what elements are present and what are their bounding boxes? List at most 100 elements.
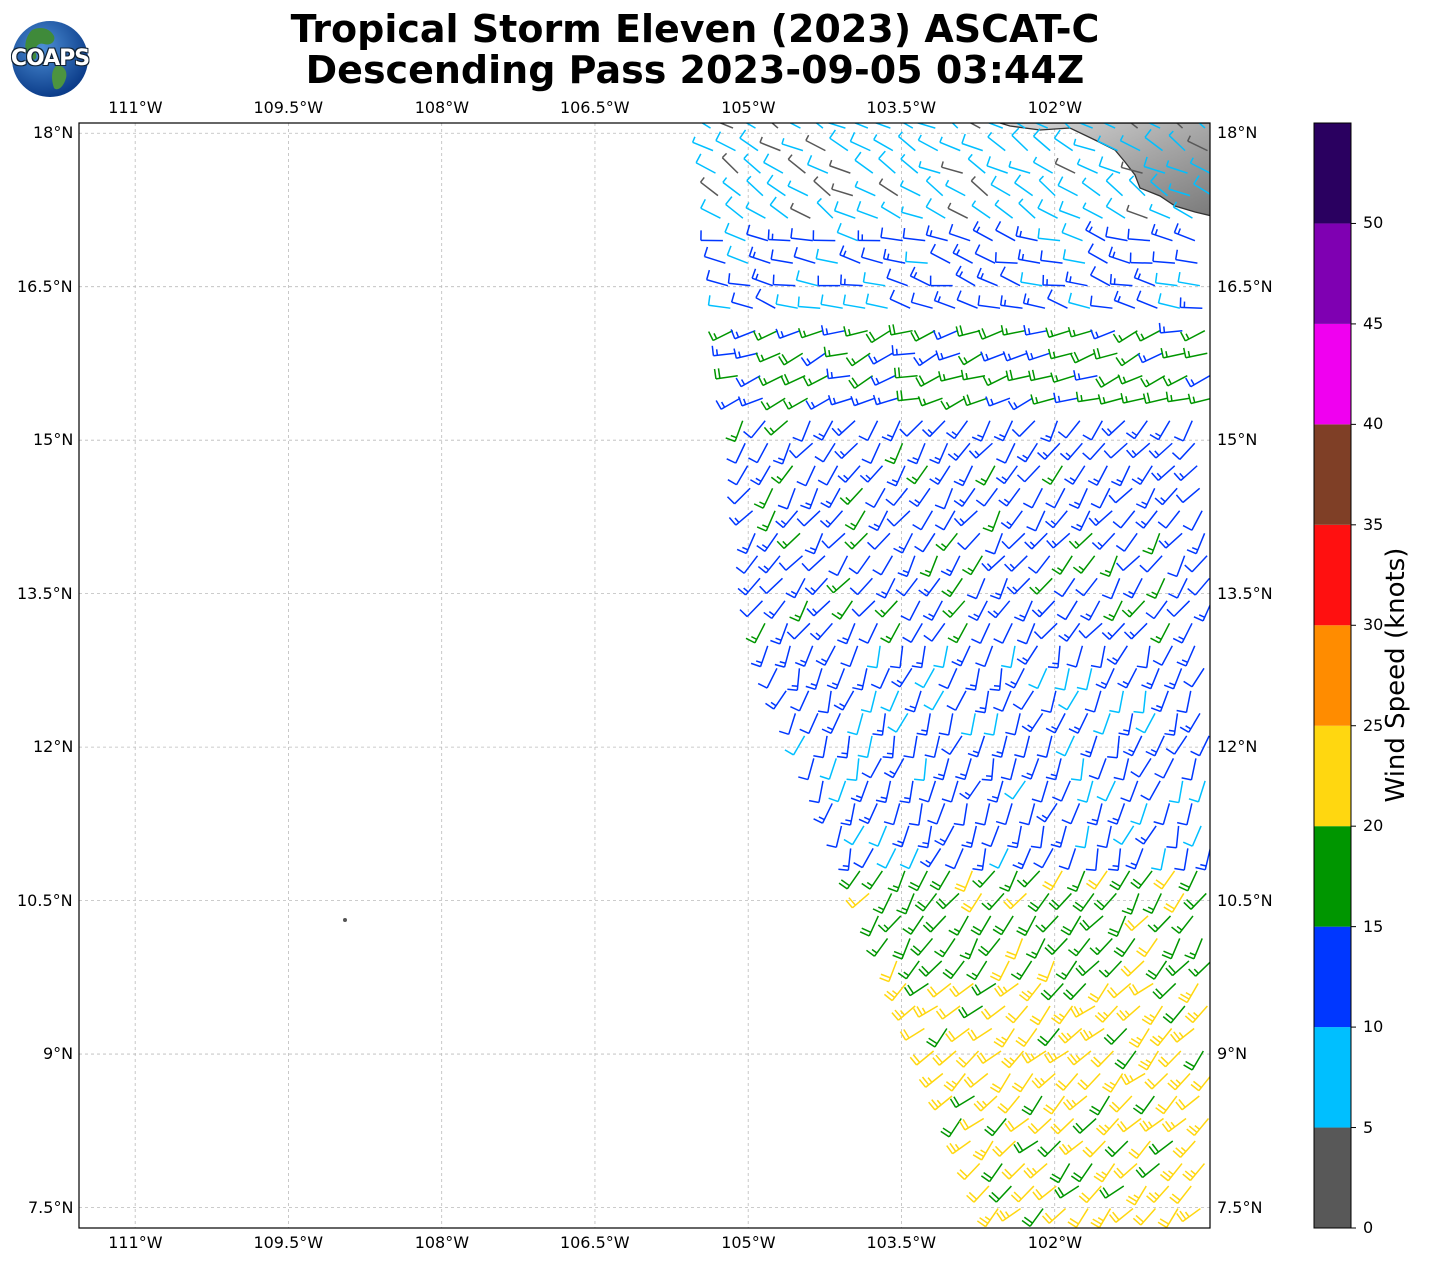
barb-flag — [938, 773, 945, 777]
wind-barb — [1167, 1072, 1191, 1091]
barb-flag — [1075, 845, 1086, 849]
barb-flag — [794, 661, 805, 667]
barb-flag — [874, 609, 883, 618]
barb-shaft — [1082, 207, 1103, 219]
barb-flag — [757, 682, 768, 689]
barb-flag — [759, 501, 766, 506]
barb-shaft — [834, 210, 856, 219]
barb-flag — [1170, 1079, 1179, 1088]
barb-flag — [1171, 452, 1181, 460]
barb-flag — [1097, 135, 1102, 142]
barb-flag — [1053, 129, 1061, 139]
barb-shaft — [1050, 352, 1073, 360]
wind-barb — [1116, 1005, 1141, 1022]
wind-barb — [809, 622, 833, 641]
barb-shaft — [1132, 442, 1151, 459]
barb-flag — [1111, 480, 1121, 487]
wind-barb — [1165, 391, 1190, 403]
wind-barb — [805, 397, 831, 410]
barb-flag — [909, 266, 916, 277]
barb-shaft — [906, 555, 916, 577]
wind-barb — [1182, 825, 1202, 847]
barb-flag — [1135, 1214, 1144, 1223]
barb-flag — [881, 436, 892, 442]
barb-flag — [1096, 844, 1107, 849]
barb-flag — [1158, 540, 1167, 549]
wind-barb — [770, 249, 793, 264]
wind-barb — [1108, 1207, 1134, 1223]
barb-flag — [700, 198, 706, 209]
barb-flag — [796, 518, 805, 527]
wind-barb — [980, 1163, 1003, 1183]
wind-barb — [1150, 622, 1171, 644]
wind-barb — [1004, 1117, 1030, 1133]
barb-flag — [1046, 540, 1054, 549]
barb-shaft — [1081, 182, 1101, 197]
wind-barb — [1097, 135, 1118, 152]
barb-flag — [1112, 657, 1118, 662]
barb-shaft — [891, 982, 907, 1002]
wind-barb — [1157, 1208, 1179, 1228]
wind-barb — [993, 690, 1012, 712]
wind-barb — [970, 175, 989, 197]
barb-flag — [1095, 947, 1101, 953]
barb-shaft — [867, 465, 884, 483]
wind-barb — [1125, 1185, 1147, 1206]
barb-shaft — [739, 137, 759, 152]
barb-flag — [903, 971, 910, 977]
barb-shaft — [1102, 713, 1111, 735]
barb-flag — [862, 272, 866, 283]
barb-flag — [1009, 563, 1015, 570]
barb-flag — [1105, 226, 1109, 237]
wind-barb — [1157, 510, 1181, 529]
barb-shaft — [1158, 302, 1181, 309]
barb-shaft — [880, 206, 901, 219]
barb-flag — [1101, 427, 1110, 437]
barb-shaft — [728, 282, 751, 287]
barb-shaft — [1004, 442, 1016, 464]
wind-barb — [1094, 1005, 1119, 1023]
barb-shaft — [781, 143, 804, 152]
wind-barb — [1085, 848, 1099, 872]
wind-barb — [1059, 442, 1083, 461]
barb-flag — [813, 818, 823, 824]
barb-shaft — [1100, 375, 1121, 388]
barb-flag — [1178, 636, 1185, 641]
colorbar-bin — [1314, 323, 1351, 425]
barb-flag — [885, 635, 892, 640]
barb-shaft — [1197, 780, 1206, 803]
barb-shaft — [857, 577, 873, 596]
wind-barb — [1187, 393, 1210, 405]
wind-barb — [1051, 555, 1073, 575]
barb-flag — [778, 457, 785, 461]
barb-flag — [838, 882, 848, 890]
barb-shaft — [1038, 179, 1056, 197]
barb-flag — [886, 752, 893, 755]
colorbar-bin — [1314, 123, 1351, 224]
barb-flag — [1054, 157, 1059, 164]
wind-barb — [1097, 394, 1123, 405]
wind-barb — [1166, 825, 1180, 849]
wind-barb — [883, 803, 901, 826]
barb-shaft — [746, 180, 764, 197]
barb-flag — [976, 267, 982, 278]
barb-shaft — [1061, 231, 1083, 242]
barb-shaft — [1105, 235, 1128, 242]
barb-flag — [1050, 330, 1054, 337]
barb-flag — [752, 330, 759, 341]
wind-barb — [1151, 848, 1167, 871]
wind-barb — [801, 555, 826, 572]
wind-barb — [1012, 690, 1035, 711]
barb-shaft — [745, 577, 761, 596]
barb-shaft — [917, 937, 934, 956]
barb-shaft — [734, 487, 751, 505]
barb-flag — [917, 134, 922, 141]
barb-flag — [861, 458, 872, 464]
wind-barb — [966, 1185, 990, 1203]
wind-barb — [895, 577, 918, 597]
wind-barb — [730, 329, 756, 340]
barb-flag — [876, 729, 884, 732]
barb-flag — [1040, 1146, 1049, 1155]
wind-barb — [1113, 1162, 1138, 1179]
barb-flag — [1037, 609, 1043, 615]
